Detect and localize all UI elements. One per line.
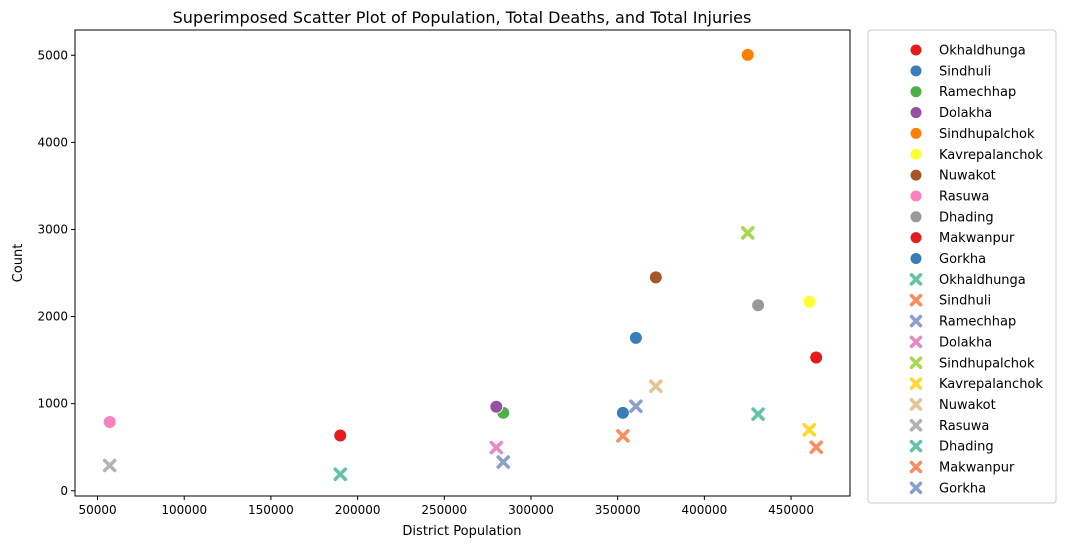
x-tick-label: 350000 [595, 503, 641, 517]
scatter-point-circle [615, 405, 630, 420]
scatter-point-x [802, 423, 817, 437]
scatter-point-x [102, 458, 117, 473]
legend-marker [909, 106, 923, 120]
x-tick-label: 100000 [161, 503, 207, 517]
legend-label: Nuwakot [939, 169, 996, 184]
legend-marker [909, 356, 923, 370]
legend-label: Okhaldhunga [939, 273, 1026, 288]
x-tick-label: 50000 [78, 503, 116, 517]
scatter-point-x [616, 429, 630, 443]
x-tick-label: 200000 [335, 503, 381, 517]
legend-marker [909, 147, 923, 161]
legend-label: Sindhupalchok [939, 356, 1035, 371]
scatter-point-x [496, 455, 511, 469]
legend-marker [909, 168, 923, 182]
y-tick-label: 0 [60, 484, 68, 498]
legend-marker [909, 335, 923, 349]
legend-label: Dhading [939, 440, 994, 455]
scatter-point-circle [740, 47, 755, 62]
legend-label: Makwanpur [939, 231, 1015, 246]
legend-marker [909, 398, 923, 411]
legend-label: Ramechhap [939, 85, 1016, 100]
scatter-point-circle [809, 350, 824, 365]
legend-marker [909, 293, 923, 307]
legend-label: Sindhupalchok [939, 127, 1035, 142]
legend-marker [909, 439, 923, 453]
legend-marker [909, 43, 923, 57]
legend-label: Kavrepalanchok [939, 377, 1043, 392]
x-tick-label: 150000 [248, 503, 294, 517]
legend-marker [909, 418, 923, 432]
legend-marker [909, 377, 923, 390]
legend-marker [909, 85, 923, 99]
scatter-point-x [489, 440, 504, 455]
legend-marker [909, 314, 923, 328]
scatter-point-circle [489, 399, 504, 414]
legend-label: Makwanpur [939, 461, 1015, 476]
y-axis: 0 1000 2000 3000 4000 5000 [37, 48, 75, 498]
x-tick-label: 450000 [768, 503, 814, 517]
legend-label: Sindhuli [939, 294, 991, 309]
legend-marker [909, 210, 923, 224]
legend-label: Dolakha [939, 335, 992, 350]
legend-label: Nuwakot [939, 398, 996, 413]
x-tick-label: 250000 [421, 503, 467, 517]
x-axis: 50000 100000 150000 200000 250000 300000 35000… [78, 496, 814, 517]
scatter-point-circle [628, 330, 643, 345]
legend-label: Dolakha [939, 106, 992, 121]
x-tick-label: 300000 [508, 503, 554, 517]
legend-label: Rasuwa [939, 419, 989, 434]
legend-label: Rasuwa [939, 189, 989, 204]
legend-marker [909, 252, 923, 265]
scatter-point-x [333, 467, 348, 482]
legend-marker [909, 126, 923, 140]
y-tick-label: 2000 [37, 310, 68, 324]
legend-label: Dhading [939, 210, 994, 225]
scatter-point-circle [648, 270, 663, 285]
y-tick-label: 3000 [37, 222, 68, 236]
plot-area [74, 29, 851, 497]
legend-marker [909, 273, 923, 286]
y-tick-label: 1000 [37, 397, 68, 411]
scatter-point-x [649, 379, 663, 394]
x-tick-label: 400000 [681, 503, 727, 517]
scatter-point-circle [802, 294, 817, 309]
y-tick-label: 5000 [37, 48, 68, 62]
legend-marker [909, 231, 923, 245]
legend-marker [909, 460, 923, 474]
scatter-point-circle [333, 428, 348, 443]
scatter-point-x [809, 440, 823, 455]
y-axis-label: Count [11, 244, 26, 283]
scatter-point-circle [102, 414, 117, 429]
x-axis-label: District Population [402, 524, 521, 539]
scatter-point-circle [751, 298, 766, 313]
legend-marker [909, 189, 923, 203]
legend-label: Okhaldhunga [939, 44, 1026, 59]
scatter-point-x [629, 399, 643, 414]
legend-label: Gorkha [939, 481, 986, 496]
y-tick-label: 4000 [37, 135, 68, 149]
scatter-point-x [751, 407, 765, 421]
legend-label: Gorkha [939, 252, 986, 267]
legend-label: Kavrepalanchok [939, 148, 1043, 163]
legend-label: Sindhuli [939, 64, 991, 79]
legend-label: Ramechhap [939, 315, 1016, 330]
legend-marker [909, 481, 923, 495]
legend: Okhaldhunga Sindhuli Ramechhap Dolakha Sindh… [867, 29, 1057, 504]
data-points [102, 47, 824, 482]
chart-title: Superimposed Scatter Plot of Population,… [173, 8, 752, 27]
scatter-point-x [740, 226, 755, 240]
legend-marker [909, 64, 923, 78]
